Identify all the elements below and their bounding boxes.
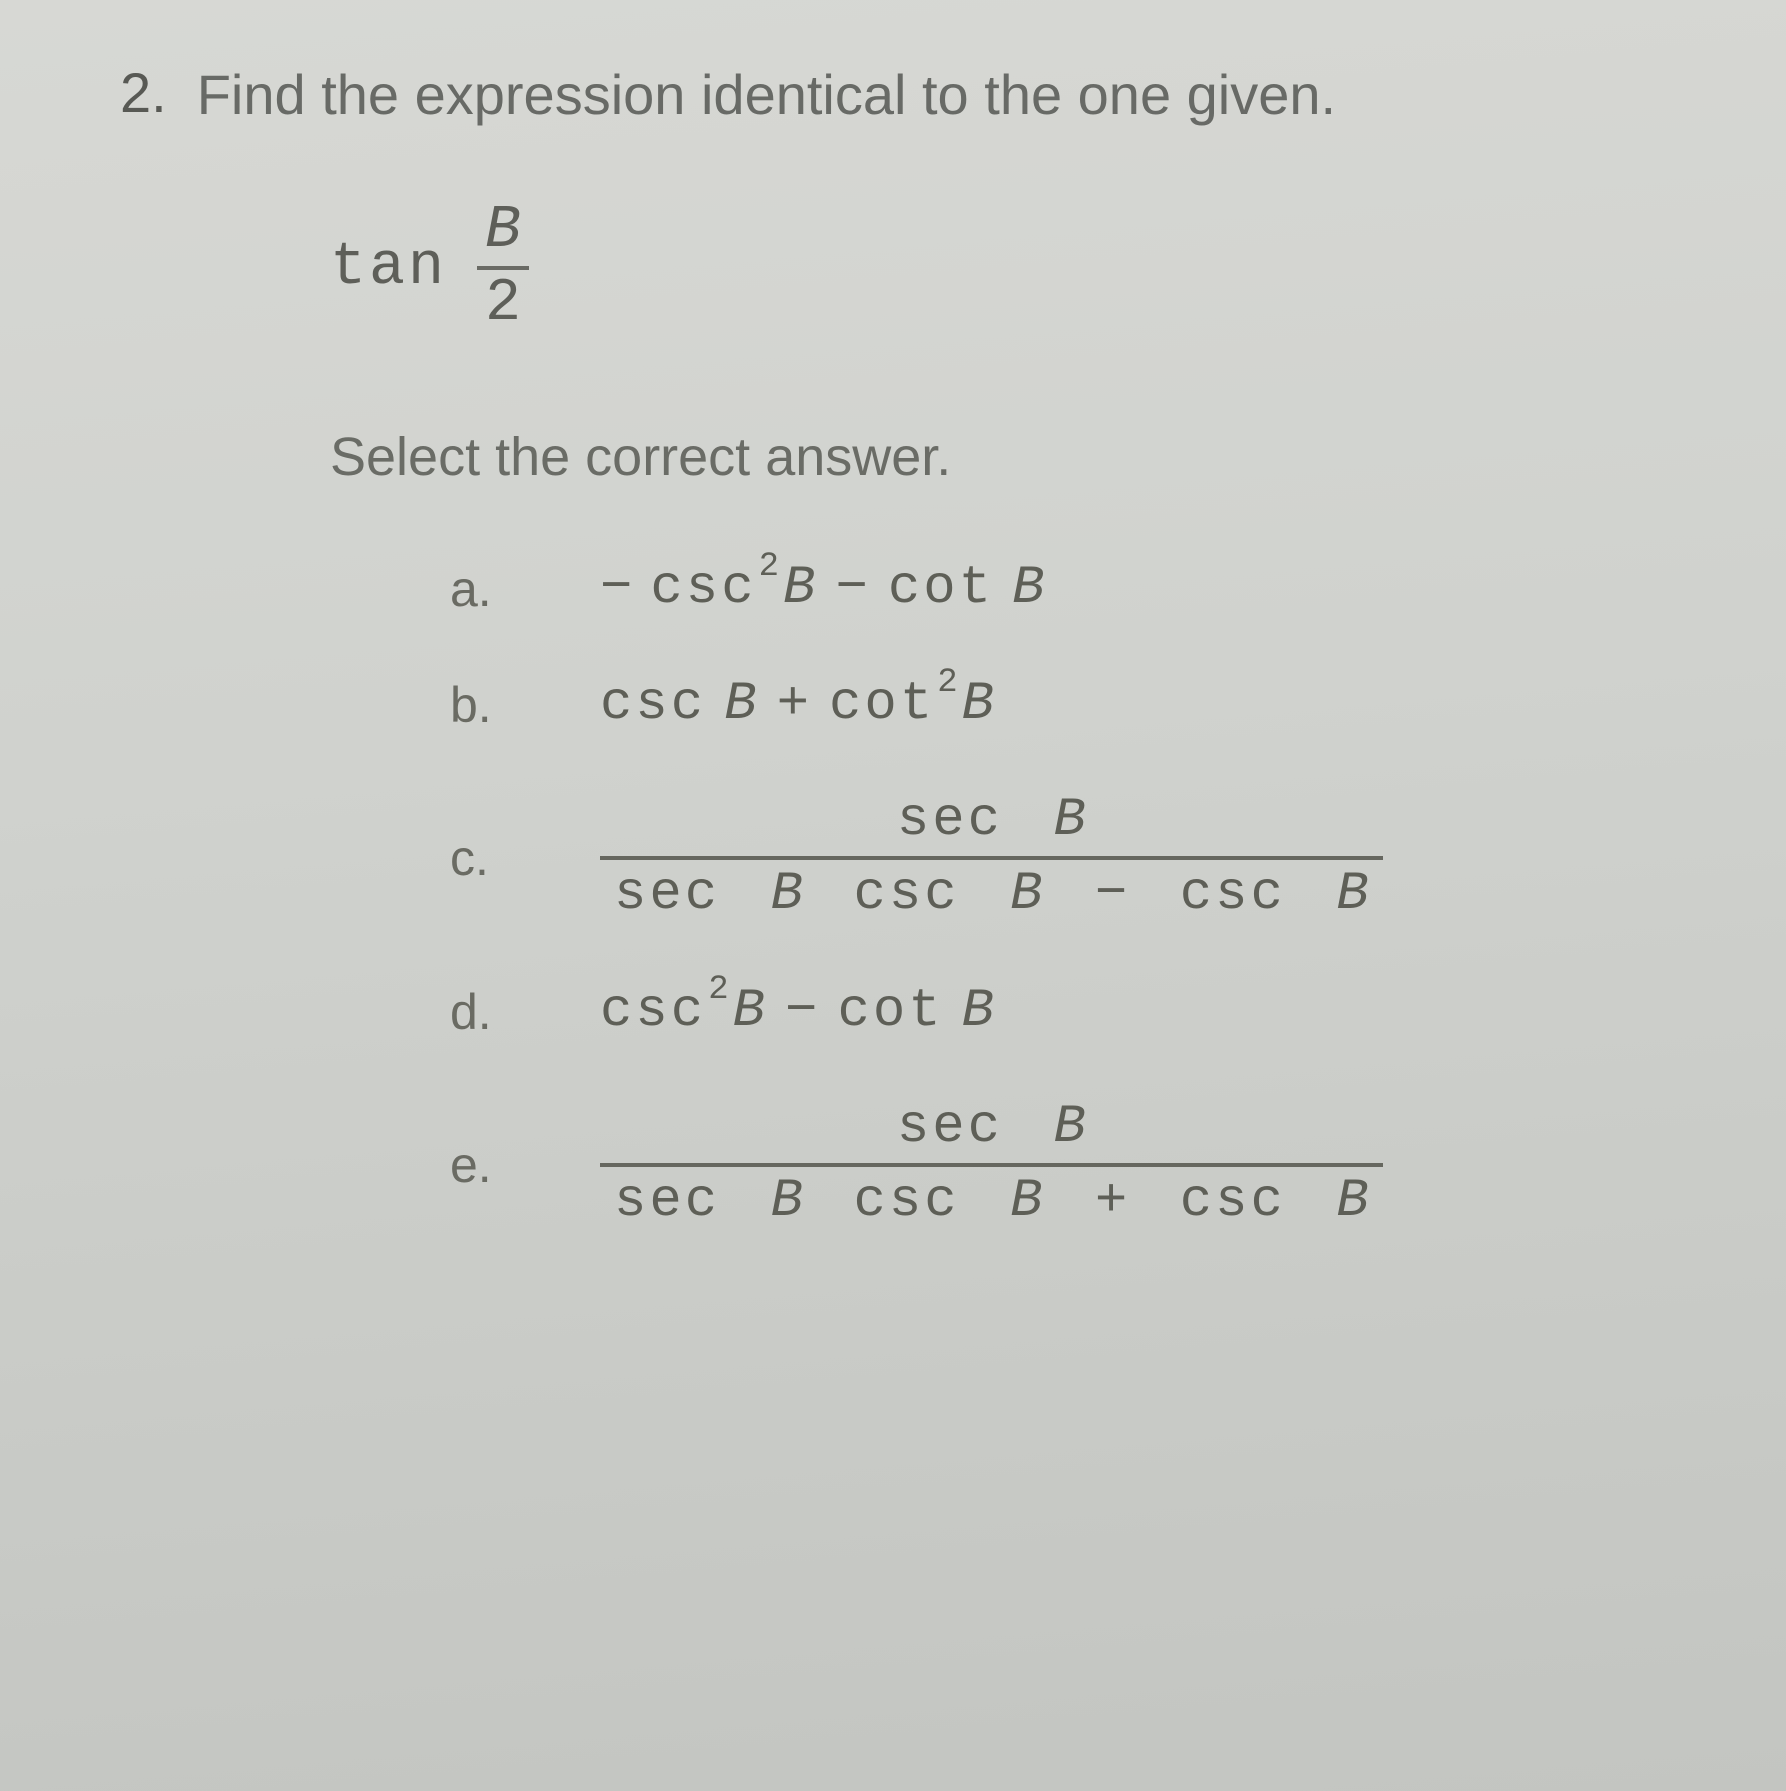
opt-e-den-t3-fn: csc [1180, 1171, 1286, 1232]
opt-e-num-var: B [1053, 1097, 1085, 1158]
opt-d-term1-fn: csc [600, 981, 706, 1042]
opt-b-term1-fn: csc [600, 674, 706, 735]
option-d[interactable]: d. csc 2 B − cot B [450, 981, 1716, 1042]
opt-c-num-fn: sec [897, 790, 1003, 851]
option-d-label: d. [450, 983, 600, 1041]
opt-c-den-op: − [1095, 864, 1127, 925]
opt-a-term2-fn: cot [888, 558, 994, 619]
opt-d-term1-sup: 2 [708, 971, 728, 1009]
option-b-label: b. [450, 676, 600, 734]
opt-a-term1-var: B [783, 558, 815, 619]
opt-e-den-t3-var: B [1336, 1171, 1368, 1232]
option-a-expr: − csc 2 B − cot B [600, 558, 1044, 619]
given-fraction: B 2 [477, 200, 529, 336]
opt-c-den-t3-fn: csc [1180, 864, 1286, 925]
opt-c-den-t2-var: B [1010, 864, 1042, 925]
opt-d-term2-fn: cot [837, 981, 943, 1042]
neg-sign: − [600, 558, 632, 619]
question-prompt: Find the expression identical to the one… [197, 60, 1336, 130]
opt-a-term2-var: B [1012, 558, 1044, 619]
opt-d-term1-var: B [733, 981, 765, 1042]
opt-e-fraction: sec B sec B csc B + csc B [600, 1097, 1383, 1233]
option-c-label: c. [450, 829, 600, 887]
option-c-expr: sec B sec B csc B − csc B [600, 790, 1383, 926]
opt-b-term2-fn: cot [829, 674, 935, 735]
opt-e-den-t1-var: B [771, 1171, 803, 1232]
opt-a-term1-sup: 2 [759, 548, 779, 586]
options-list: a. − csc 2 B − cot B b. csc B + cot 2 B [450, 558, 1716, 1233]
opt-e-den-t2-var: B [1010, 1171, 1042, 1232]
fraction-bar [600, 1163, 1383, 1167]
fraction-bar [600, 856, 1383, 860]
opt-d-op: − [785, 981, 817, 1042]
given-frac-den: 2 [477, 273, 529, 336]
option-e-expr: sec B sec B csc B + csc B [600, 1097, 1383, 1233]
option-b[interactable]: b. csc B + cot 2 B [450, 674, 1716, 735]
opt-b-term2-sup: 2 [937, 664, 957, 702]
option-e[interactable]: e. sec B sec B csc B + csc B [450, 1097, 1716, 1233]
question-number: 2. [120, 60, 167, 125]
option-a[interactable]: a. − csc 2 B − cot B [450, 558, 1716, 619]
opt-d-term2-var: B [962, 981, 994, 1042]
worksheet-page: 2. Find the expression identical to the … [0, 0, 1786, 1791]
opt-e-den-t1-fn: sec [614, 1171, 720, 1232]
opt-c-den-t2-fn: csc [853, 864, 959, 925]
opt-e-den-t2-fn: csc [853, 1171, 959, 1232]
opt-a-op: − [835, 558, 867, 619]
opt-b-op: + [777, 674, 809, 735]
option-b-expr: csc B + cot 2 B [600, 674, 994, 735]
opt-a-term1-fn: csc [650, 558, 756, 619]
question-row: 2. Find the expression identical to the … [120, 60, 1716, 130]
opt-b-term1-var: B [724, 674, 756, 735]
option-c[interactable]: c. sec B sec B csc B − csc B [450, 790, 1716, 926]
opt-c-den-t3-var: B [1336, 864, 1368, 925]
opt-e-num-fn: sec [897, 1097, 1003, 1158]
given-frac-num: B [477, 200, 529, 263]
option-e-label: e. [450, 1136, 600, 1194]
given-func: tan [330, 234, 447, 302]
opt-e-den-op: + [1095, 1171, 1127, 1232]
select-instruction: Select the correct answer. [330, 426, 1716, 488]
given-expression: tan B 2 [330, 200, 1716, 336]
opt-c-num-var: B [1053, 790, 1085, 851]
opt-c-den-t1-fn: sec [614, 864, 720, 925]
option-d-expr: csc 2 B − cot B [600, 981, 994, 1042]
opt-c-den-t1-var: B [771, 864, 803, 925]
opt-b-term2-var: B [962, 674, 994, 735]
option-a-label: a. [450, 560, 600, 618]
opt-c-fraction: sec B sec B csc B − csc B [600, 790, 1383, 926]
